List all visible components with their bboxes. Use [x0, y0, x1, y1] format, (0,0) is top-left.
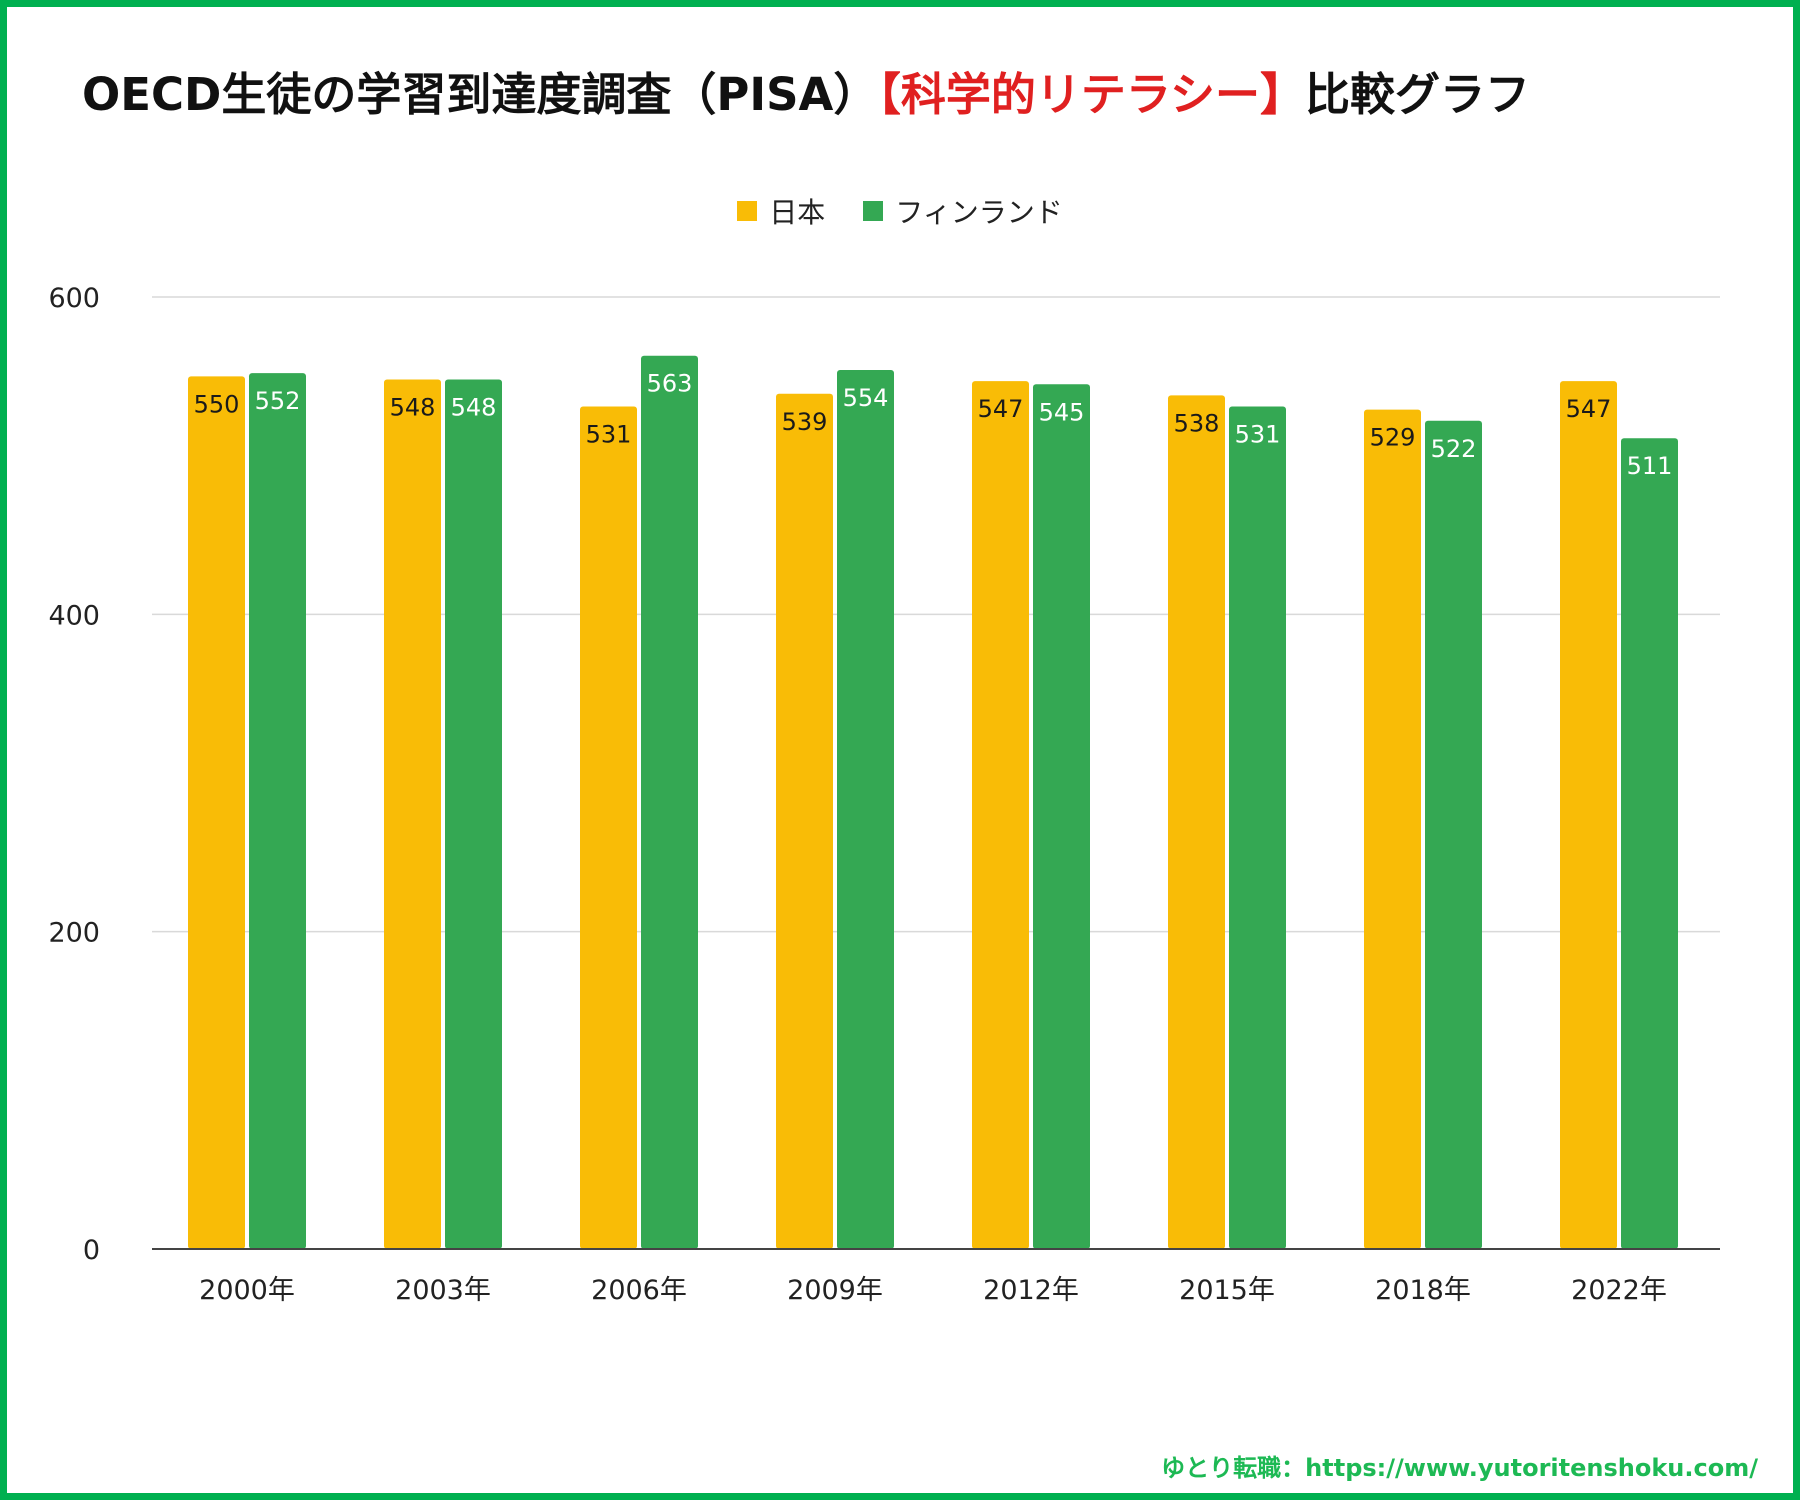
bar-finland — [1033, 384, 1090, 1249]
y-tick-label: 600 — [48, 283, 100, 314]
x-tick-label: 2003年 — [395, 1275, 491, 1306]
bar-japan — [580, 406, 637, 1250]
data-label-finland: 554 — [843, 384, 889, 412]
bar-japan — [188, 376, 245, 1249]
data-label-finland: 545 — [1039, 398, 1085, 426]
x-tick-label: 2009年 — [787, 1275, 883, 1306]
data-label-japan: 547 — [978, 395, 1024, 423]
legend-item-japan: 日本 — [737, 191, 825, 231]
data-label-japan: 548 — [390, 394, 436, 422]
bar-finland — [1621, 438, 1678, 1249]
chart-title: OECD生徒の学習到達度調査（PISA）【科学的リテラシー】比較グラフ — [82, 58, 1530, 123]
x-tick-label: 2015年 — [1179, 1275, 1275, 1306]
y-tick-label: 0 — [83, 1235, 100, 1266]
data-label-japan: 538 — [1174, 409, 1220, 437]
data-label-japan: 547 — [1566, 395, 1612, 423]
bar-japan — [1560, 381, 1617, 1249]
legend: 日本 フィンランド — [0, 191, 1800, 231]
x-tick-label: 2018年 — [1375, 1275, 1471, 1306]
bar-finland — [1425, 420, 1482, 1249]
bar-japan — [776, 393, 833, 1250]
bar-japan — [1168, 395, 1225, 1250]
bar-finland — [445, 379, 502, 1249]
bar-japan — [972, 381, 1029, 1249]
title-prefix: OECD生徒の学習到達度調査（PISA） — [82, 68, 879, 121]
legend-label-japan: 日本 — [769, 196, 826, 229]
y-tick-label: 400 — [48, 600, 100, 631]
data-label-japan: 550 — [194, 390, 240, 418]
x-tick-label: 2000年 — [199, 1275, 295, 1306]
data-label-finland: 522 — [1431, 435, 1477, 463]
title-suffix: 比較グラフ — [1304, 68, 1530, 121]
legend-label-finland: フィンランド — [895, 196, 1063, 229]
title-highlight: 【科学的リテラシー】 — [878, 68, 1305, 121]
x-tick-label: 2012年 — [983, 1275, 1079, 1306]
legend-swatch-finland — [863, 201, 884, 221]
bar-japan — [384, 379, 441, 1249]
data-label-finland: 511 — [1627, 452, 1673, 480]
legend-swatch-japan — [737, 201, 758, 221]
legend-item-finland: フィンランド — [863, 191, 1063, 231]
data-label-finland: 548 — [451, 394, 497, 422]
data-label-finland: 531 — [1235, 420, 1281, 448]
data-label-finland: 563 — [647, 370, 693, 398]
footer-credit: ゆとり転職：https://www.yutoritenshoku.com/ — [1161, 1454, 1758, 1482]
x-tick-label: 2006年 — [591, 1275, 687, 1306]
bar-finland — [641, 355, 698, 1249]
x-tick-label: 2022年 — [1571, 1275, 1667, 1306]
bar-finland — [837, 369, 894, 1249]
data-label-japan: 539 — [782, 408, 828, 436]
bar-japan — [1364, 409, 1421, 1249]
bar-finland — [249, 373, 306, 1249]
y-tick-label: 200 — [48, 918, 100, 949]
data-label-finland: 552 — [255, 387, 301, 415]
data-label-japan: 531 — [586, 420, 632, 448]
bar-finland — [1229, 406, 1286, 1250]
data-label-japan: 529 — [1370, 424, 1416, 452]
